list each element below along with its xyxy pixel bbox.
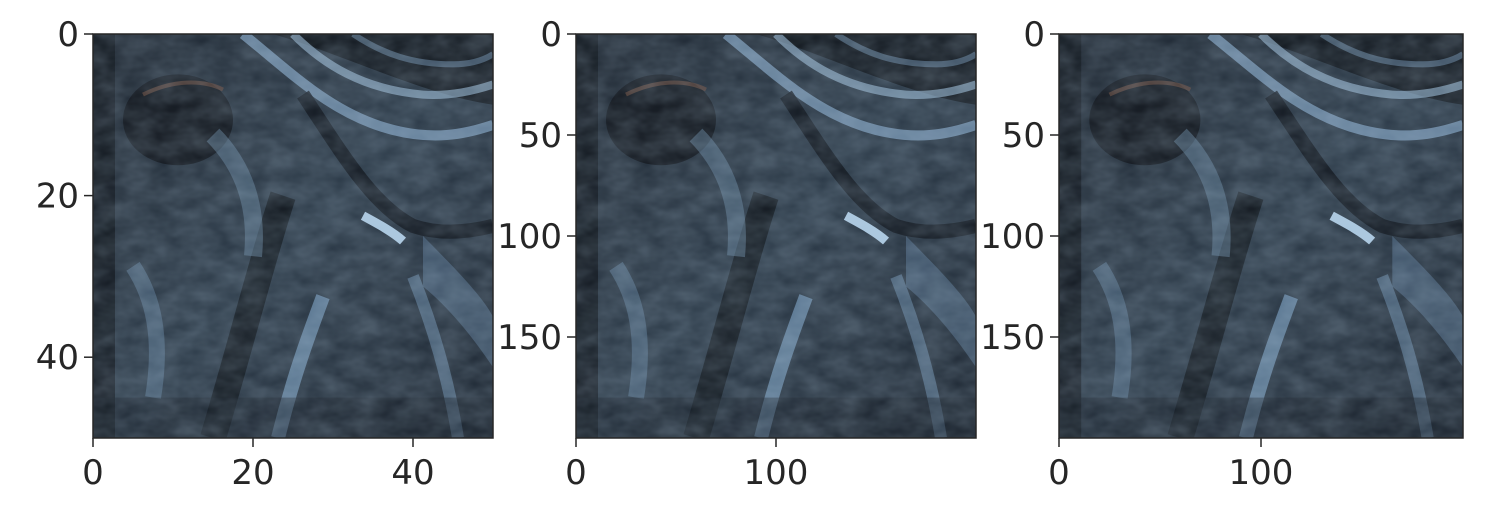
panel-2-y-tick-label: 100 xyxy=(497,217,562,257)
panel-3-y-tick-label: 150 xyxy=(980,318,1045,358)
panel-2-x-tick-label: 0 xyxy=(565,453,587,493)
panel-1-frame xyxy=(92,33,494,439)
panel-3-x-axis: 0 100 xyxy=(1048,438,1293,493)
panel-3-image xyxy=(1059,34,1463,438)
panel-2-y-tick-label: 150 xyxy=(497,318,562,358)
panel-2-y-tick-label: 50 xyxy=(519,116,562,156)
panel-2-x-tick-label: 100 xyxy=(744,453,809,493)
panel-3-y-tick-label: 0 xyxy=(1023,15,1045,55)
panel-3: 0 100 0 50 100 150 xyxy=(980,15,1464,493)
panel-2-x-axis: 0 100 xyxy=(565,438,808,493)
panel-2-y-axis: 0 50 100 150 xyxy=(497,15,576,358)
panel-1-y-tick-label: 0 xyxy=(57,15,79,55)
panel-1-y-tick-label: 40 xyxy=(36,338,79,378)
panel-3-x-tick-label: 100 xyxy=(1229,453,1294,493)
panel-1: 0 20 40 0 20 40 xyxy=(36,15,494,493)
panel-3-y-tick-label: 100 xyxy=(980,217,1045,257)
panel-1-x-axis: 0 20 40 xyxy=(82,438,435,493)
panel-1-x-tick-label: 20 xyxy=(231,453,274,493)
panel-1-image xyxy=(93,34,493,438)
panel-3-x-tick-label: 0 xyxy=(1048,453,1070,493)
panel-2: 0 100 0 50 100 150 xyxy=(497,15,977,493)
panel-1-x-tick-label: 40 xyxy=(391,453,434,493)
panel-1-x-tick-label: 0 xyxy=(82,453,104,493)
panel-2-image xyxy=(576,34,976,438)
panel-3-y-tick-label: 50 xyxy=(1002,116,1045,156)
panel-1-y-tick-label: 20 xyxy=(36,177,79,217)
panel-3-y-axis: 0 50 100 150 xyxy=(980,15,1059,358)
panel-2-y-tick-label: 0 xyxy=(540,15,562,55)
panel-1-y-axis: 0 20 40 xyxy=(36,15,93,378)
